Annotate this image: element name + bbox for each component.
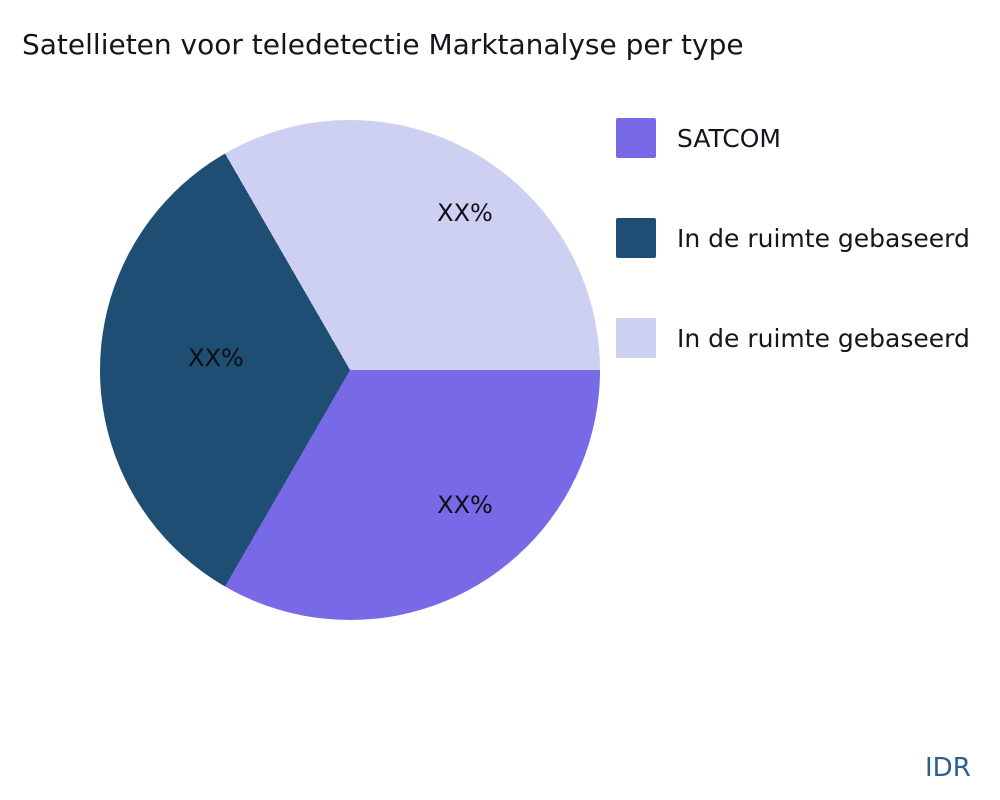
slice-label-satcom: XX% — [437, 491, 493, 519]
slice-label-space-based-light: XX% — [437, 199, 493, 227]
legend-swatch-satcom — [616, 118, 656, 158]
pie-circle — [100, 120, 600, 620]
slice-label-space-based-dark: XX% — [188, 344, 244, 372]
legend-label-satcom: SATCOM — [677, 123, 782, 153]
legend-item-satcom: SATCOM — [616, 118, 970, 158]
pie-chart: XX% XX% XX% — [100, 120, 600, 620]
legend-label-space-based-light: In de ruimte gebaseerd — [677, 323, 970, 353]
legend-swatch-space-based-dark — [616, 218, 656, 258]
legend-swatch-space-based-light — [616, 318, 656, 358]
chart-title: Satellieten voor teledetectie Marktanaly… — [22, 28, 744, 61]
legend: SATCOM In de ruimte gebaseerd In de ruim… — [616, 118, 970, 358]
legend-item-space-based-dark: In de ruimte gebaseerd — [616, 218, 970, 258]
watermark-idr: IDR — [925, 753, 971, 783]
legend-item-space-based-light: In de ruimte gebaseerd — [616, 318, 970, 358]
legend-label-space-based-dark: In de ruimte gebaseerd — [677, 223, 970, 253]
